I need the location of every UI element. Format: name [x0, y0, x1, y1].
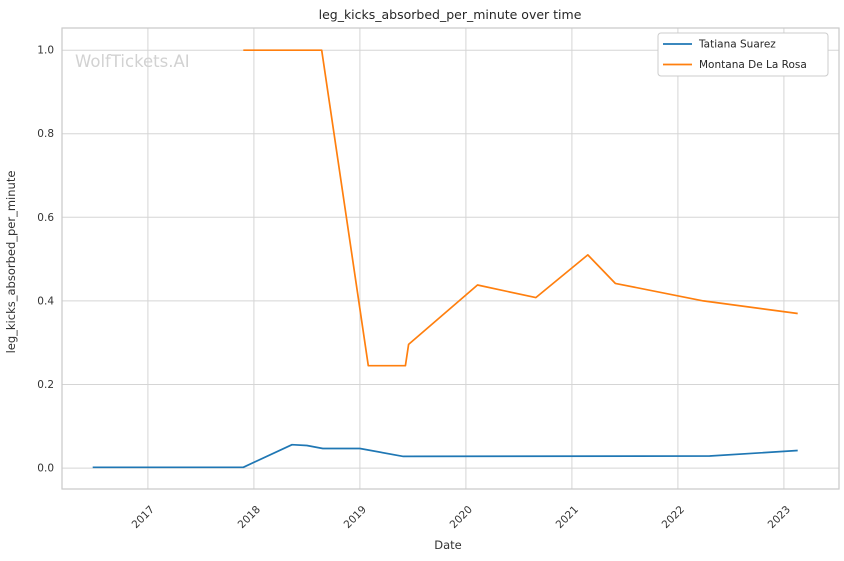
- y-tick-label: 0.8: [37, 128, 54, 140]
- legend-box: [657, 32, 829, 77]
- series-line-montana-de-la-rosa: [243, 49, 798, 367]
- x-tick-label: 2020: [448, 504, 475, 531]
- y-tick-label: 1.0: [37, 45, 54, 57]
- y-tick-label: 0.0: [37, 463, 54, 475]
- x-tick-label: 2018: [236, 504, 263, 531]
- x-tick-label: 2023: [766, 504, 793, 531]
- y-tick-label: 0.4: [37, 295, 54, 307]
- x-tick-label: 2021: [554, 504, 581, 531]
- y-tick-label: 0.6: [37, 212, 54, 224]
- legend: Tatiana Suarez Montana De La Rosa: [657, 32, 829, 77]
- legend-label-tatiana-suarez: Tatiana Suarez: [698, 39, 776, 51]
- legend-label-montana-de-la-rosa: Montana De La Rosa: [699, 59, 807, 71]
- y-axis-tick-labels: 0.0 0.2 0.4 0.6 0.8 1.0: [37, 45, 54, 475]
- chart-title: leg_kicks_absorbed_per_minute over time: [319, 7, 582, 22]
- x-tick-label: 2022: [660, 504, 687, 531]
- series-lines: [92, 49, 798, 469]
- watermark: WolfTickets.AI: [75, 52, 190, 71]
- x-tick-label: 2017: [130, 504, 157, 531]
- series-line-tatiana-suarez: [92, 443, 798, 469]
- y-axis-label: leg_kicks_absorbed_per_minute: [4, 171, 18, 354]
- y-tick-label: 0.2: [37, 379, 54, 391]
- gridlines: [62, 28, 839, 489]
- plot-border: [61, 27, 840, 490]
- x-axis-tick-labels: 2017 2018 2019 2020 2021 2022 2023: [130, 504, 793, 531]
- x-axis-label: Date: [434, 538, 462, 552]
- x-tick-label: 2019: [342, 504, 369, 531]
